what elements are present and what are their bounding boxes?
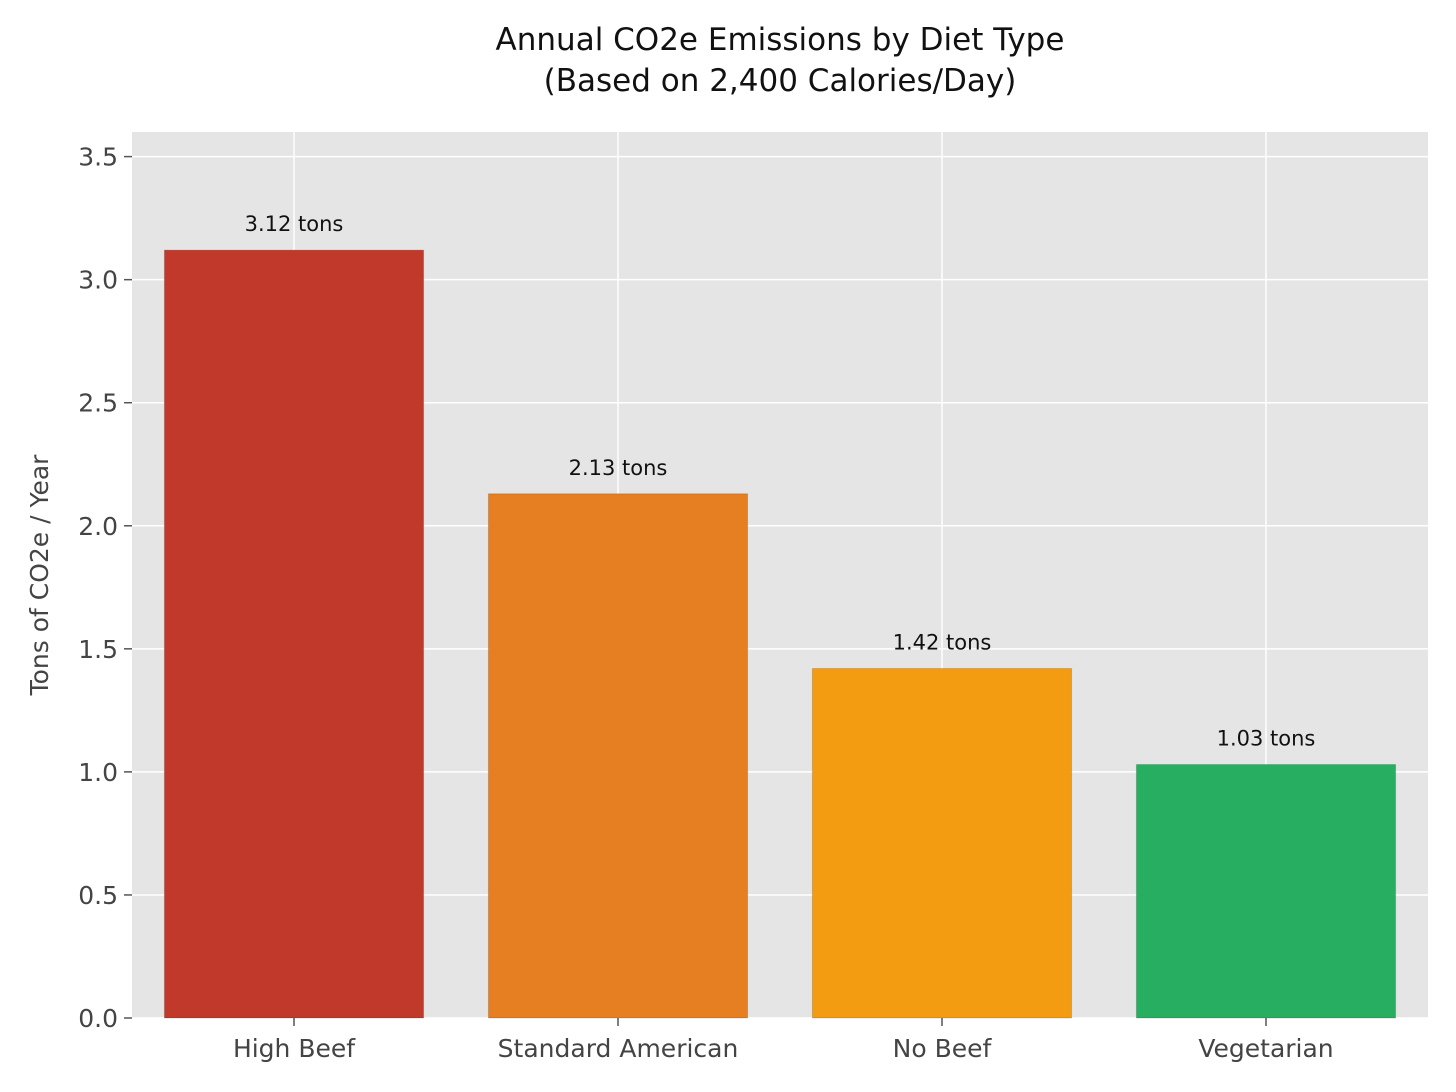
bar-data-label: 2.13 tons [569,456,668,480]
y-tick-label: 3.5 [78,143,118,172]
chart-subtitle: (Based on 2,400 Calories/Day) [544,63,1017,99]
y-tick-label: 2.0 [78,512,118,541]
bars: 3.12 tons 2.13 tons 1.42 tons 1.03 tons [163,212,1397,1019]
y-tick-label: 1.0 [78,758,118,787]
y-axis-ticks: 0.0 0.5 1.0 1.5 2.0 2.5 3.0 3.5 [78,143,132,1033]
y-tick-label: 1.5 [78,635,118,664]
bar-high-beef [163,249,425,1019]
x-axis-ticks: High Beef Standard American No Beef Vegetar… [233,1018,1334,1063]
bar-standard-american [487,493,749,1019]
x-tick-label: Standard American [498,1034,739,1063]
bar-vegetarian [1135,764,1397,1019]
x-tick-label: High Beef [233,1034,356,1063]
bar-data-label: 1.42 tons [893,631,992,655]
bar-no-beef [811,668,1073,1019]
y-axis-label: Tons of CO2e / Year [25,454,54,697]
y-tick-label: 2.5 [78,389,118,418]
bar-data-label: 1.03 tons [1217,727,1316,751]
bar-data-label: 3.12 tons [245,212,344,236]
y-tick-label: 0.0 [78,1004,118,1033]
x-tick-label: Vegetarian [1198,1034,1333,1063]
chart-title: Annual CO2e Emissions by Diet Type [496,22,1065,58]
x-tick-label: No Beef [893,1034,993,1063]
y-tick-label: 3.0 [78,266,118,295]
y-tick-label: 0.5 [78,881,118,910]
